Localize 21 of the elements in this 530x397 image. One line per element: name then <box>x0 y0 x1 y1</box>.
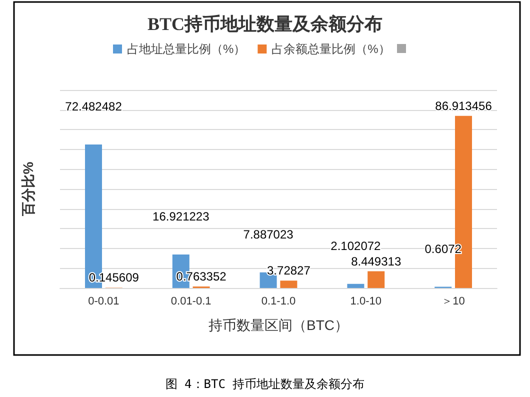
bar <box>368 271 385 288</box>
bar <box>280 280 298 288</box>
data-label: 72.482482 <box>65 99 122 114</box>
y-axis-title: 百分比% <box>20 161 36 218</box>
legend-label: 占地址总量比例（%） <box>127 42 246 56</box>
chart-title: BTC持币地址数量及余额分布 <box>147 14 383 34</box>
legend-label: 占余额总量比例（%） <box>272 42 390 56</box>
data-label: 16.921223 <box>152 209 210 224</box>
caption: 图 4：BTC 持币地址数量及余额分布 <box>165 377 365 391</box>
data-label: 86.913456 <box>435 98 492 113</box>
data-label: 2.102072 <box>330 238 382 253</box>
bar <box>347 284 364 288</box>
x-tick-label: ＞10 <box>442 296 465 308</box>
x-axis-title: 持币数量区间（BTC） <box>208 317 348 333</box>
data-label: 7.887023 <box>243 227 294 242</box>
x-tick-label: 0.1-1.0 <box>261 296 296 308</box>
data-label: 8.449313 <box>351 254 402 268</box>
x-tick-label: 1.0-10 <box>350 296 382 308</box>
data-label: 3.72827 <box>267 264 311 278</box>
x-tick-label: 0.01-0.1 <box>170 296 212 308</box>
x-tick-label: 0-0.01 <box>88 296 120 308</box>
